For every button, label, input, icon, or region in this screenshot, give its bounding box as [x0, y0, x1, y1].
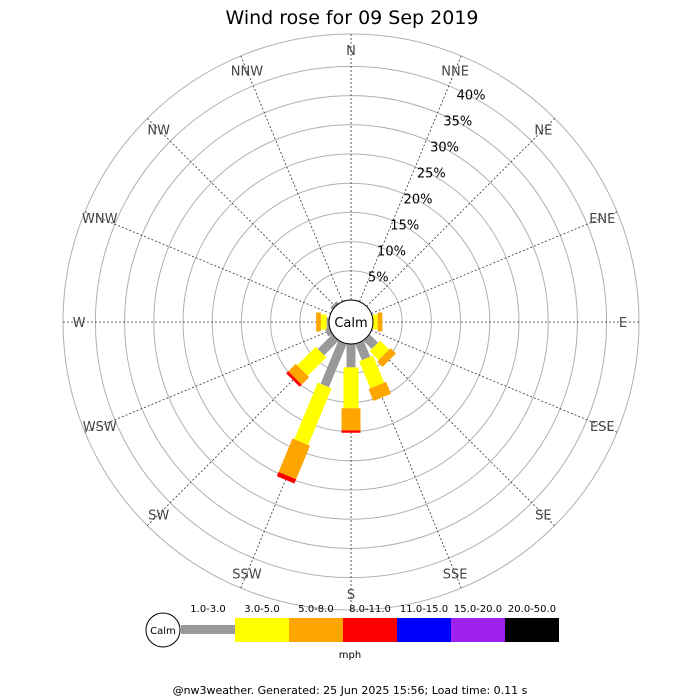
legend-swatch-1.0-3.0 — [181, 625, 235, 634]
percent-label-5: 5% — [368, 270, 389, 285]
percent-label-25: 25% — [417, 166, 446, 181]
direction-label-nnw: NNW — [231, 65, 263, 80]
speed-legend: Calm mph 1.0-3.0 3.0-5.0 5.0-8.0 8.0-11.0 11… — [145, 604, 559, 661]
bar-nw-1.0-3.0 — [330, 301, 339, 310]
bar-s-3.0-5.0 — [343, 367, 359, 409]
direction-label-w: W — [73, 316, 86, 331]
footer-text: @nw3weather. Generated: 25 Jun 2025 15:5… — [173, 684, 528, 697]
percent-labels: 5% 10% 15% 20% 25% 30% 35% 40% — [368, 88, 486, 285]
rose-bars — [276, 301, 396, 484]
bar-w-3.0-5.0 — [320, 314, 327, 330]
direction-label-se: SE — [535, 508, 551, 523]
bar-sse-1.0-3.0 — [355, 340, 371, 361]
legend-label-3.0-5.0: 3.0-5.0 — [244, 604, 279, 615]
spoke-nnw — [240, 55, 343, 302]
spoke-nw — [147, 118, 336, 307]
bar-sw-5.0-8.0 — [288, 363, 310, 385]
legend-swatch-5.0-8.0 — [289, 618, 343, 642]
legend-unit-label: mph — [339, 650, 361, 661]
bar-e-3.0-5.0 — [373, 314, 378, 330]
legend-swatch-3.0-5.0 — [235, 618, 289, 642]
spoke-ese — [371, 330, 618, 433]
direction-label-wsw: WSW — [83, 420, 117, 435]
bar-ssw-5.0-8.0 — [278, 438, 311, 480]
spoke-se — [366, 337, 555, 526]
spoke-wnw — [84, 211, 331, 314]
direction-label-ene: ENE — [589, 212, 615, 227]
bar-w-1.0-3.0 — [326, 317, 329, 327]
bar-ssw-1.0-3.0 — [320, 340, 347, 388]
legend-calm-circle — [145, 612, 181, 648]
bar-s-8.0-11.0 — [341, 430, 361, 433]
direction-label-s: S — [347, 588, 355, 603]
bar-w-5.0-8.0 — [316, 312, 321, 332]
bar-se-3.0-5.0 — [369, 340, 390, 361]
bar-ssw-8.0-11.0 — [276, 471, 297, 484]
legend-label-1.0-3.0: 1.0-3.0 — [190, 604, 225, 615]
bar-ssw-3.0-5.0 — [294, 382, 332, 446]
direction-label-ne: NE — [534, 124, 552, 139]
percent-label-35: 35% — [443, 114, 472, 129]
legend-swatch-8.0-11.0 — [343, 618, 397, 642]
bar-sw-8.0-11.0 — [286, 371, 302, 387]
spoke-wsw — [84, 330, 331, 433]
percent-label-20: 20% — [404, 192, 433, 207]
legend-label-20.0-50.0: 20.0-50.0 — [508, 604, 556, 615]
legend-label-5.0-8.0: 5.0-8.0 — [298, 604, 333, 615]
legend-calm-label: Calm — [150, 626, 176, 637]
direction-labels: N NNE NE ENE E ESE SE SSE S SSW SW WSW W WNW NW NNW — [73, 44, 628, 603]
direction-label-sw: SW — [148, 508, 169, 523]
bar-s-1.0-3.0 — [346, 344, 356, 368]
chart-title: Wind rose for 09 Sep 2019 — [225, 7, 478, 29]
direction-label-wnw: WNW — [82, 212, 118, 227]
percent-label-15: 15% — [390, 218, 419, 233]
direction-label-nne: NNE — [441, 65, 469, 80]
bar-sse-5.0-8.0 — [368, 381, 391, 401]
legend-swatch-15.0-20.0 — [451, 618, 505, 642]
direction-label-sse: SSE — [443, 567, 468, 582]
direction-label-ese: ESE — [590, 420, 615, 435]
ring-30 — [153, 124, 549, 520]
calm-label: Calm — [334, 316, 367, 331]
bar-se-1.0-3.0 — [363, 334, 378, 349]
direction-label-e: E — [619, 316, 627, 331]
bar-sw-3.0-5.0 — [297, 346, 327, 376]
bar-e-5.0-8.0 — [377, 312, 383, 332]
bar-sse-3.0-5.0 — [359, 355, 385, 389]
legend-swatch-11.0-15.0 — [397, 618, 451, 642]
direction-label-n: N — [346, 44, 356, 59]
bar-se-5.0-8.0 — [377, 348, 396, 367]
direction-label-ssw: SSW — [232, 567, 262, 582]
bar-sw-1.0-3.0 — [317, 334, 339, 356]
percent-label-30: 30% — [430, 140, 459, 155]
spoke-ene — [371, 211, 618, 314]
direction-label-nw: NW — [147, 124, 170, 139]
percent-label-10: 10% — [377, 244, 406, 259]
percent-label-40: 40% — [457, 88, 486, 103]
legend-label-15.0-20.0: 15.0-20.0 — [454, 604, 502, 615]
spoke-nne — [359, 55, 462, 302]
spoke-ne — [366, 118, 555, 307]
legend-swatch-20.0-50.0 — [505, 618, 559, 642]
bar-s-5.0-8.0 — [341, 408, 361, 431]
legend-label-8.0-11.0: 8.0-11.0 — [349, 604, 391, 615]
legend-label-11.0-15.0: 11.0-15.0 — [400, 604, 448, 615]
calm-circle — [328, 299, 374, 345]
